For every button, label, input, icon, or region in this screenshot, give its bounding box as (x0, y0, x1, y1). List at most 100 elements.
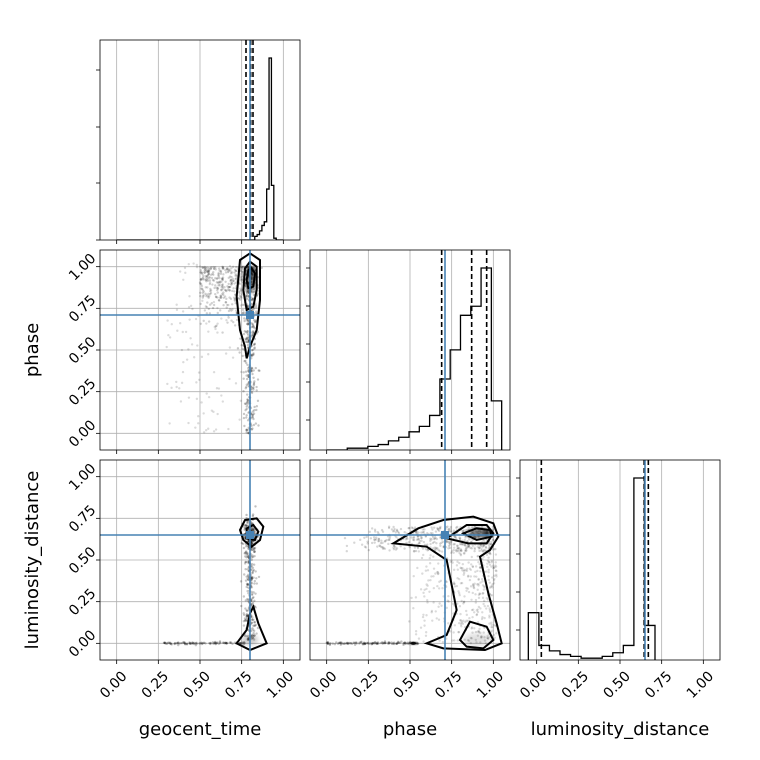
sample-point (247, 573, 250, 577)
sample-point (413, 526, 417, 529)
sample-point (253, 380, 256, 383)
x-tick-labels: 0.00 0.25 0.50 0.75 1.00 0.00 0.25 0.50 0.75 1.00… (97, 668, 717, 701)
sample-point (234, 269, 238, 273)
sample-point (245, 608, 248, 612)
sample-point (243, 537, 247, 540)
truth-lines (100, 460, 300, 660)
sample-point (494, 547, 497, 551)
sample-point (421, 547, 425, 550)
sample-point (167, 641, 171, 645)
sample-point (218, 269, 221, 272)
sample-point (463, 595, 466, 598)
sample-point (472, 584, 475, 587)
sample-point (447, 528, 451, 531)
sample-point (466, 545, 469, 548)
sample-point (245, 431, 248, 434)
sample-point (480, 525, 484, 529)
sample-point (211, 306, 215, 310)
sample-point (176, 329, 179, 332)
sample-point (252, 631, 255, 635)
sample-point (239, 275, 242, 278)
sample-point (246, 575, 250, 578)
sample-point (350, 642, 354, 646)
sample-point (252, 624, 255, 627)
sample-point (459, 552, 462, 556)
sample-point (436, 527, 439, 531)
sample-point (195, 263, 199, 267)
sample-point (241, 303, 244, 307)
sample-point (481, 611, 484, 614)
sample-point (420, 539, 423, 542)
sample-point (242, 311, 245, 314)
sample-point (459, 554, 463, 557)
sample-point (207, 353, 210, 356)
sample-point (183, 643, 187, 646)
sample-point (469, 568, 473, 572)
sample-point (477, 596, 481, 600)
sample-point (436, 526, 439, 530)
sample-point (364, 546, 368, 549)
sample-point (255, 408, 258, 412)
sample-point (469, 585, 473, 588)
sample-point (199, 294, 202, 298)
sample-point (337, 641, 341, 645)
tick-marks (326, 660, 494, 664)
sample-point (182, 278, 185, 281)
sample-point (230, 283, 233, 286)
sample-point (429, 542, 432, 546)
sample-point (200, 282, 203, 286)
sample-point (168, 422, 171, 425)
sample-point (252, 576, 255, 579)
sample-point (488, 616, 491, 619)
sample-point (250, 558, 253, 562)
sample-point (214, 265, 217, 269)
sample-point (458, 537, 462, 541)
sample-point (199, 282, 202, 285)
sample-point (400, 640, 403, 643)
sample-point (204, 270, 207, 273)
sample-point (244, 607, 247, 610)
sample-point (201, 277, 204, 280)
sample-point (226, 321, 229, 324)
scatter-points (162, 505, 261, 647)
sample-point (235, 318, 239, 322)
sample-point (217, 272, 220, 276)
sample-point (251, 513, 255, 516)
sample-point (229, 279, 232, 283)
sample-point (234, 274, 237, 277)
sample-point (254, 505, 257, 508)
sample-point (215, 387, 219, 390)
sample-point (179, 270, 182, 273)
x-tick-label: 1.00 (474, 668, 507, 701)
sample-point (233, 641, 237, 644)
sample-point (451, 639, 454, 642)
sample-point (217, 274, 220, 277)
sample-point (456, 544, 459, 548)
sample-point (250, 603, 253, 606)
sample-point (463, 538, 466, 542)
sample-point (195, 381, 198, 384)
sample-point (244, 560, 247, 564)
sample-point (206, 269, 209, 273)
sample-point (416, 546, 420, 550)
sample-point (246, 343, 250, 347)
sample-point (250, 568, 253, 571)
sample-point (343, 536, 347, 540)
sample-point (491, 629, 494, 632)
sample-point (419, 626, 423, 629)
sample-point (247, 411, 250, 414)
sample-point (476, 583, 479, 586)
sample-point (169, 642, 172, 645)
sample-point (329, 642, 332, 645)
sample-point (253, 579, 257, 583)
sample-point (197, 415, 200, 418)
sample-point (216, 281, 220, 284)
sample-point (208, 303, 212, 306)
sample-point (462, 602, 465, 605)
sample-point (247, 545, 250, 549)
sample-point (470, 563, 473, 566)
sample-point (473, 627, 476, 630)
sample-point (208, 276, 211, 279)
sample-point (241, 293, 244, 296)
sample-point (245, 416, 248, 419)
